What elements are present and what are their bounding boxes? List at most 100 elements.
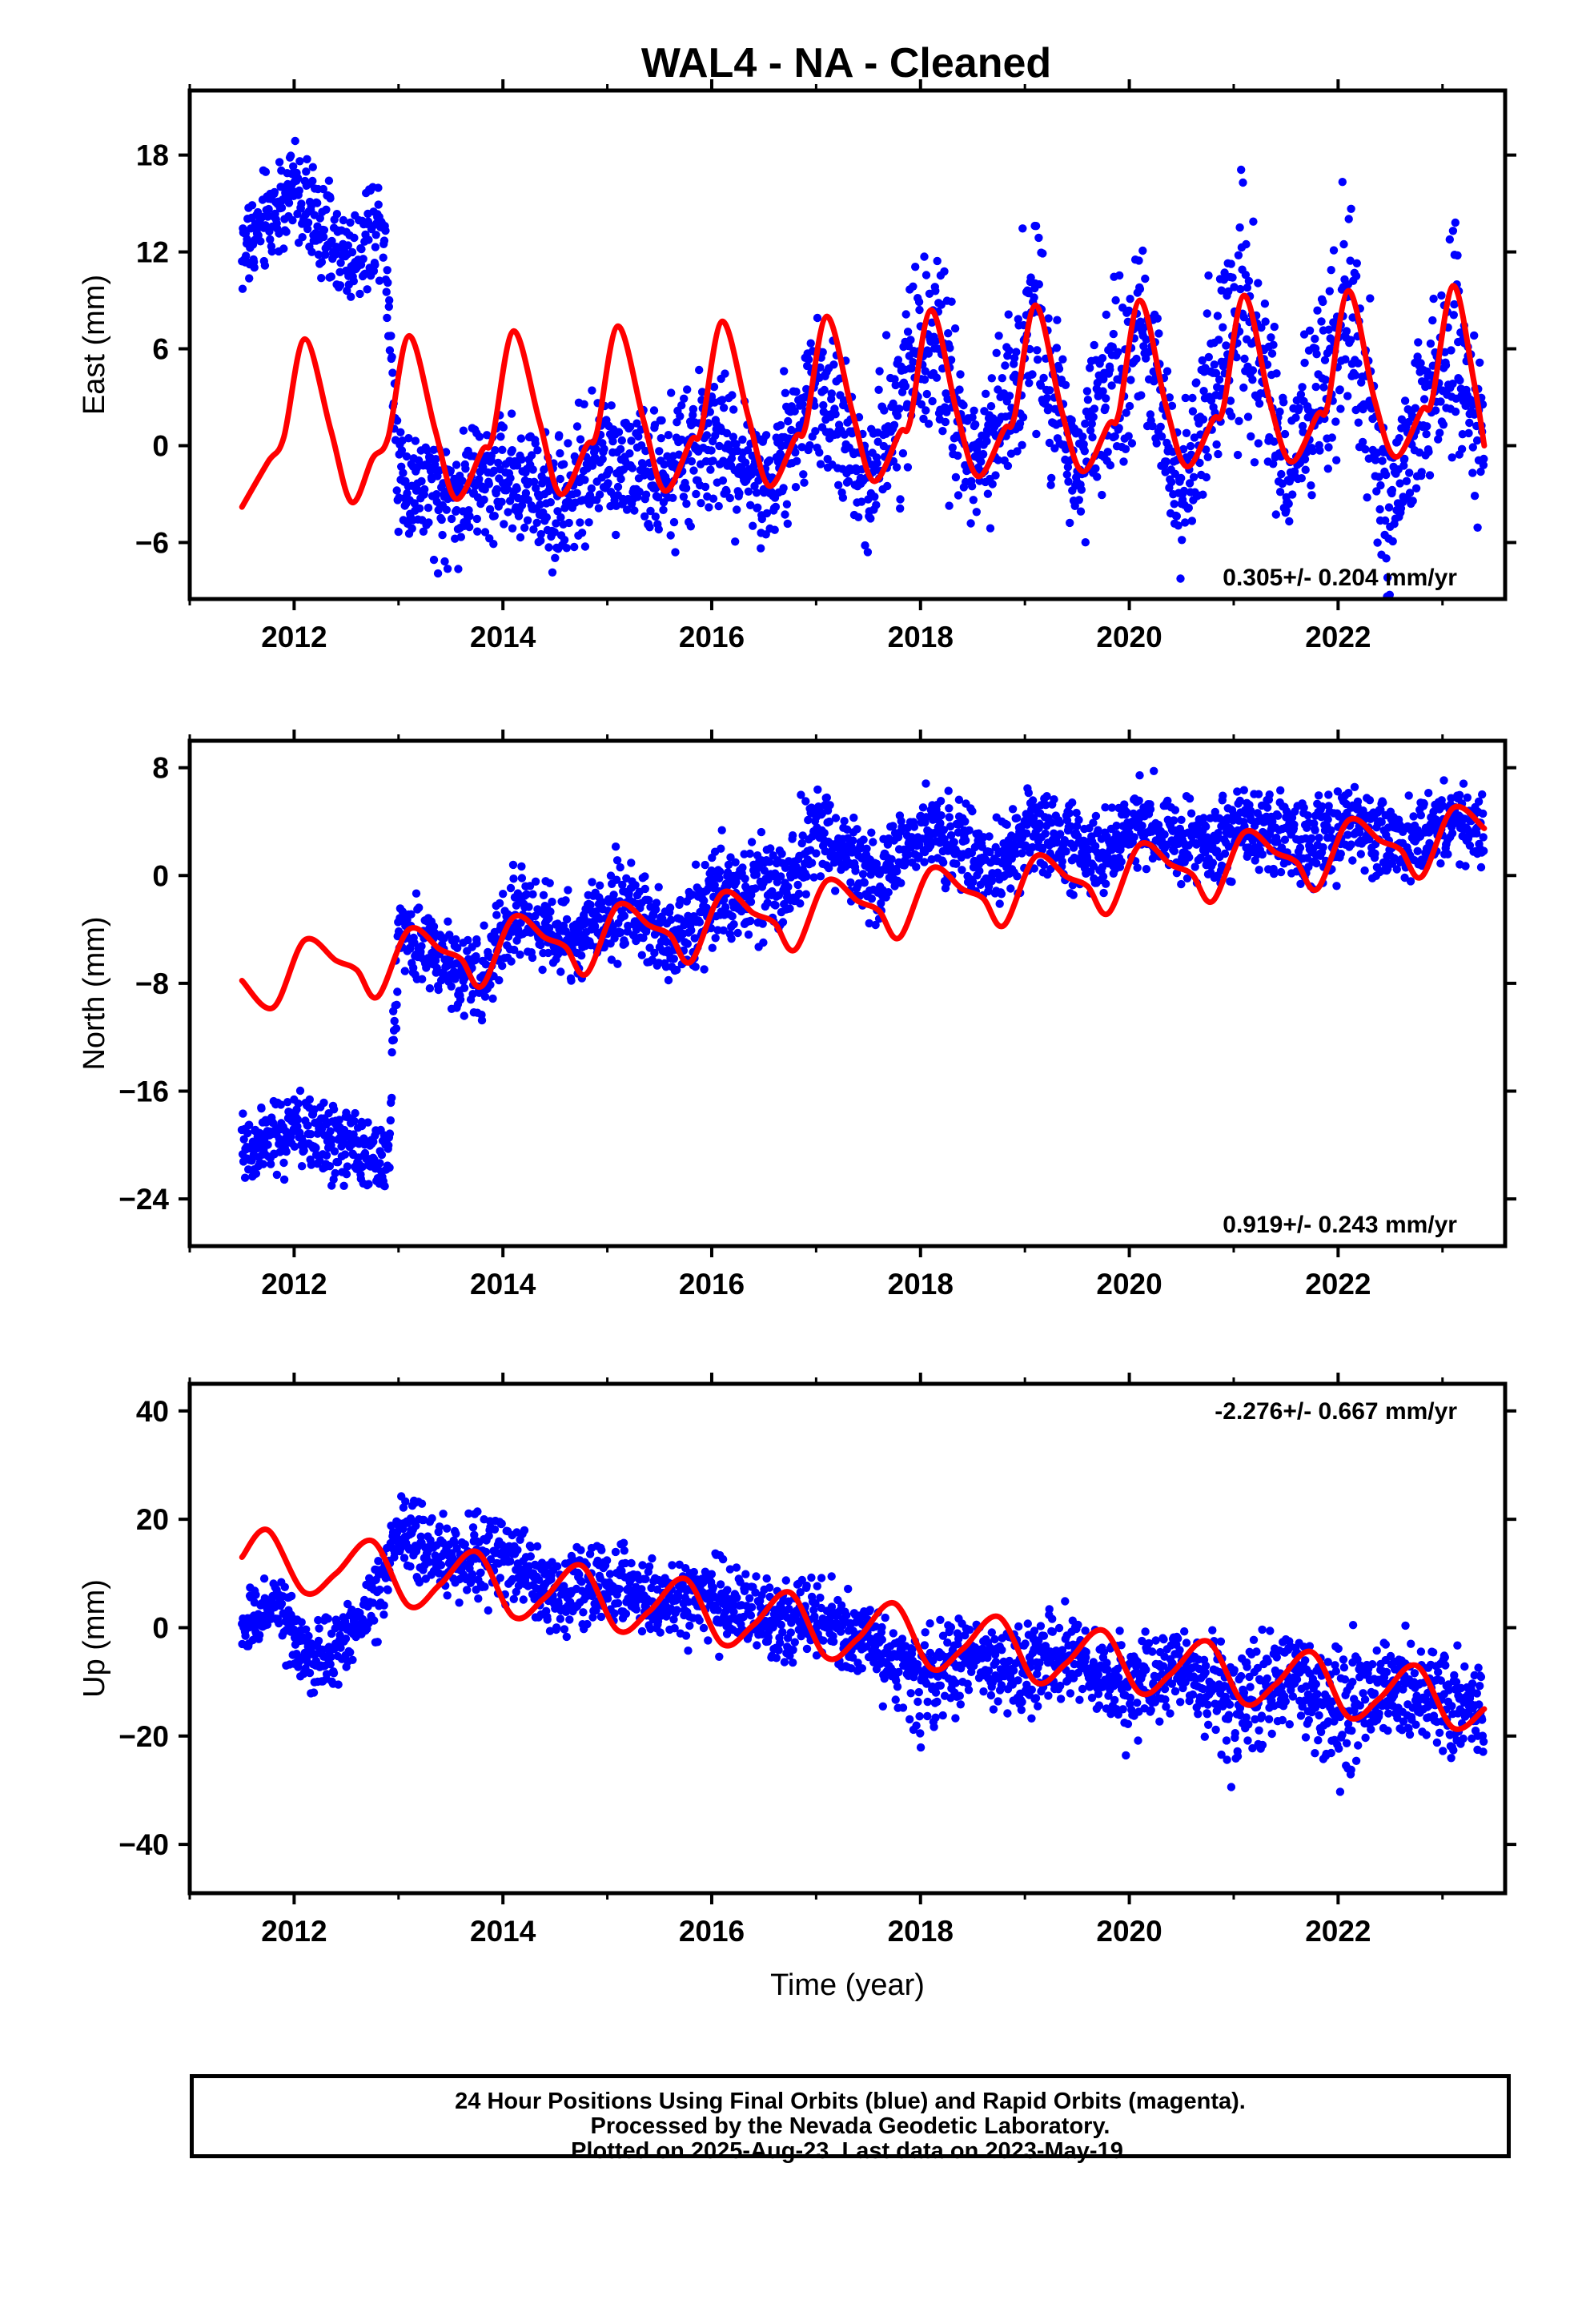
north-observed-point (666, 915, 676, 924)
east-observed-point (397, 462, 406, 471)
east-observed-point (1153, 314, 1162, 323)
east-observed-point (1319, 383, 1328, 392)
east-observed-point (1428, 316, 1437, 325)
east-observed-point (944, 329, 953, 338)
east-observed-point (484, 480, 493, 489)
north-observed-point (969, 878, 978, 887)
north-observed-point (700, 896, 709, 906)
north-observed-point (259, 1160, 267, 1168)
north-observed-point (1130, 833, 1138, 842)
east-observed-point (940, 267, 949, 276)
north-observed-point (525, 882, 535, 891)
east-observed-point (303, 224, 312, 234)
east-observed-point (1098, 387, 1107, 396)
north-observed-point (1101, 803, 1110, 812)
north-observed-point (807, 858, 817, 867)
north-observed-point (1312, 858, 1321, 868)
east-observed-point (1468, 468, 1477, 477)
east-observed-point (1089, 412, 1098, 421)
north-observed-point (1116, 845, 1125, 854)
east-observed-point (1344, 215, 1353, 223)
east-observed-point (1126, 295, 1134, 304)
east-observed-point (1076, 507, 1086, 516)
north-observed-point (1177, 879, 1186, 889)
east-observed-point (1324, 443, 1333, 452)
east-observed-point (781, 388, 790, 397)
east-observed-point (1078, 432, 1087, 441)
north-observed-point (654, 883, 663, 892)
north-observed-point (609, 891, 618, 899)
east-observed-point (371, 260, 379, 269)
east-observed-point (927, 318, 937, 327)
north-observed-point (492, 911, 501, 919)
north-observed-point (1170, 816, 1178, 825)
north-observed-point (1464, 825, 1472, 834)
east-observed-point (1042, 393, 1052, 403)
east-observed-point (1091, 464, 1100, 473)
east-observed-point (1236, 284, 1245, 294)
east-observed-point (714, 501, 723, 511)
north-observed-point (842, 825, 852, 834)
east-observed-point (1447, 346, 1456, 355)
east-observed-point (1351, 371, 1360, 380)
east-observed-point (956, 370, 965, 379)
east-observed-point (783, 519, 792, 529)
east-observed-point (1400, 454, 1409, 464)
east-observed-point (946, 356, 956, 364)
north-observed-point (785, 904, 794, 913)
north-observed-point (701, 860, 709, 870)
north-observed-point (745, 849, 754, 858)
east-observed-point (1077, 485, 1086, 494)
north-observed-point (293, 1115, 303, 1124)
east-observed-point (616, 444, 625, 454)
north-observed-point (486, 980, 495, 990)
north-observed-point (813, 785, 822, 794)
north-observed-point (871, 920, 880, 930)
east-observed-point (1181, 518, 1190, 527)
east-observed-point (677, 401, 686, 410)
east-observed-point (707, 446, 716, 455)
east-observed-point (604, 479, 612, 488)
east-observed-point (443, 565, 452, 573)
east-observed-point (889, 420, 899, 429)
east-observed-point (1284, 499, 1293, 509)
east-observed-point (446, 466, 455, 475)
east-observed-point (600, 444, 608, 453)
north-observed-point (1138, 821, 1146, 830)
east-observed-point (1185, 479, 1195, 488)
east-observed-point (465, 512, 474, 521)
north-observed-point (1201, 847, 1210, 857)
east-observed-point (880, 406, 889, 415)
east-observed-point (1464, 428, 1473, 438)
north-observed-point (1160, 830, 1169, 839)
north-observed-point (564, 886, 572, 895)
north-observed-point (784, 883, 793, 891)
north-observed-point (766, 844, 775, 853)
east-observed-point (1405, 468, 1414, 477)
north-observed-point (719, 926, 728, 935)
north-observed-point (539, 891, 548, 900)
east-observed-point (556, 513, 565, 522)
east-observed-point (1106, 460, 1115, 470)
north-observed-point (492, 934, 500, 943)
east-observed-point (332, 210, 342, 219)
north-observed-point (380, 1182, 389, 1191)
east-observed-point (383, 278, 392, 287)
north-observed-point (796, 899, 805, 908)
north-observed-point (1355, 828, 1364, 837)
east-observed-point (954, 451, 962, 460)
east-observed-point (1098, 490, 1106, 500)
east-observed-point (530, 477, 539, 486)
east-observed-point (1243, 283, 1252, 292)
east-observed-point (735, 489, 744, 498)
north-observed-point (417, 942, 426, 951)
east-observed-point (797, 443, 806, 452)
north-observed-point (283, 1098, 292, 1107)
east-observed-point (279, 244, 288, 253)
north-observed-point (1091, 811, 1101, 821)
east-observed-point (1307, 491, 1316, 500)
north-observed-point (965, 826, 974, 835)
north-observed-point (801, 890, 810, 899)
east-observed-point (532, 518, 541, 527)
north-observed-point (840, 816, 849, 826)
